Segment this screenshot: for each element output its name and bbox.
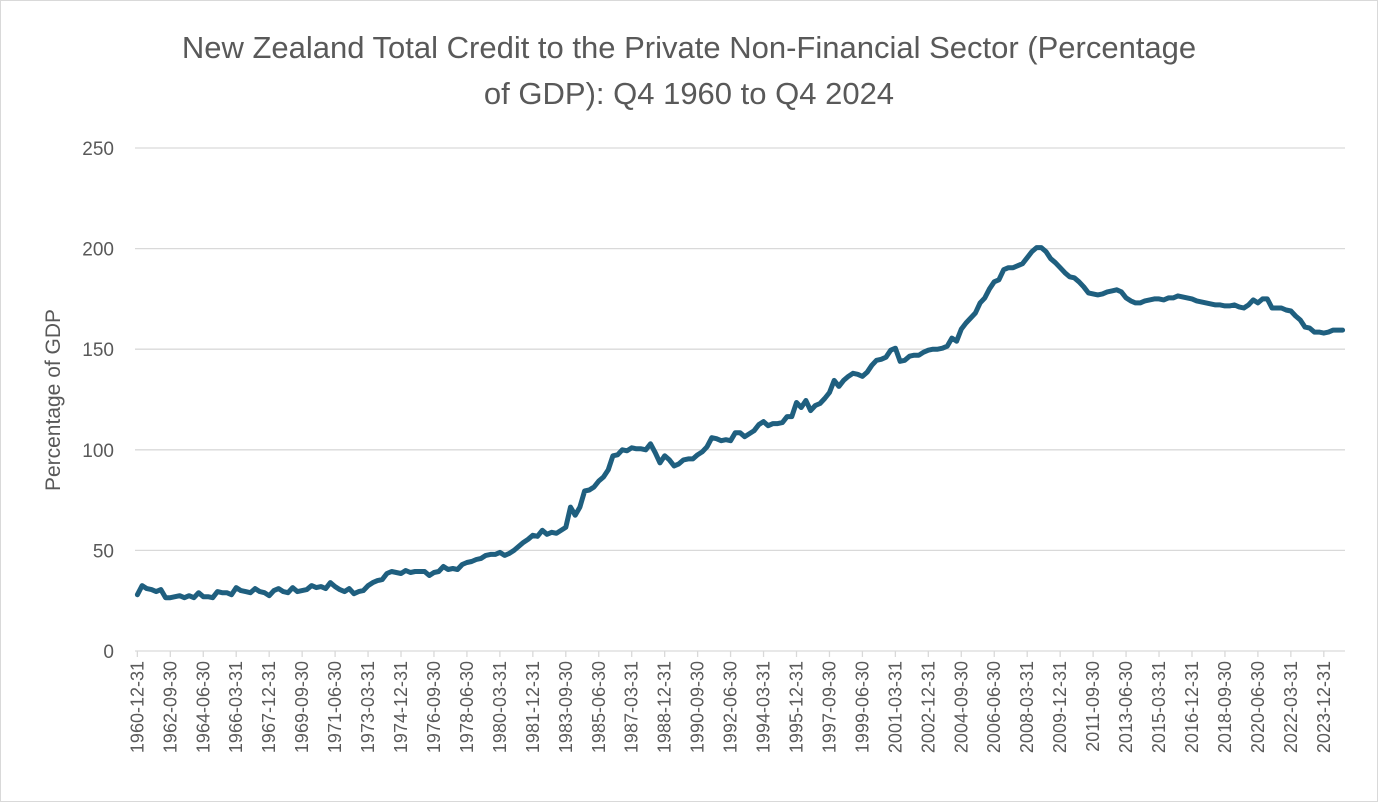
- y-tick-label-50: 50: [93, 541, 114, 562]
- x-tick-label-1976-09-30: 1976-09-30: [424, 661, 444, 753]
- x-tick-label-2008-03-31: 2008-03-31: [1017, 661, 1037, 753]
- y-tick-labels: 0 50 100 150 200 250: [82, 139, 114, 663]
- x-tick-label-1983-09-30: 1983-09-30: [556, 661, 576, 753]
- x-tick-label-1974-12-31: 1974-12-31: [391, 661, 411, 753]
- x-tick-label-1987-03-31: 1987-03-31: [622, 661, 642, 753]
- y-tick-label-250: 250: [82, 139, 114, 160]
- x-tick-label-2002-12-31: 2002-12-31: [918, 661, 938, 753]
- x-tick-label-1988-12-31: 1988-12-31: [655, 661, 675, 753]
- x-tick-label-2006-06-30: 2006-06-30: [984, 661, 1004, 753]
- x-tick-label-1980-03-31: 1980-03-31: [490, 661, 510, 753]
- series-line-0: [134, 245, 1346, 601]
- x-tick-label-1981-12-31: 1981-12-31: [523, 661, 543, 753]
- x-tick-label-2004-09-30: 2004-09-30: [951, 661, 971, 753]
- chart-title-line-2: of GDP): Q4 1960 to Q4 2024: [484, 76, 894, 111]
- y-tick-label-200: 200: [82, 240, 114, 261]
- x-tick-label-2011-09-30: 2011-09-30: [1083, 661, 1103, 752]
- x-tick-label-1999-06-30: 1999-06-30: [852, 661, 872, 753]
- x-tick-label-1990-09-30: 1990-09-30: [688, 661, 708, 753]
- x-tick-label-1969-09-30: 1969-09-30: [292, 661, 312, 753]
- x-tick-label-1962-09-30: 1962-09-30: [160, 661, 180, 753]
- x-tick-label-2023-12-31: 2023-12-31: [1314, 661, 1334, 753]
- x-tick-label-1992-06-30: 1992-06-30: [721, 661, 741, 753]
- x-tick-label-2015-03-31: 2015-03-31: [1149, 661, 1169, 753]
- x-tick-label-2001-03-31: 2001-03-31: [885, 661, 905, 753]
- x-tick-label-1966-03-31: 1966-03-31: [226, 661, 246, 753]
- x-tick-label-2009-12-31: 2009-12-31: [1050, 661, 1070, 753]
- x-tick-label-1973-03-31: 1973-03-31: [358, 661, 378, 753]
- x-tick-label-1971-06-30: 1971-06-30: [325, 661, 345, 753]
- x-tick-label-2016-12-31: 2016-12-31: [1182, 661, 1202, 753]
- x-tick-label-1997-09-30: 1997-09-30: [820, 661, 840, 753]
- x-tick-label-1978-06-30: 1978-06-30: [457, 661, 477, 753]
- x-tick-labels: 1960-12-31 1962-09-30 1964-06-30 1966-03-31…: [127, 651, 1334, 753]
- x-tick-label-2022-03-31: 2022-03-31: [1281, 661, 1301, 753]
- x-tick-label-1994-03-31: 1994-03-31: [754, 661, 774, 753]
- x-tick-label-2013-06-30: 2013-06-30: [1116, 661, 1136, 753]
- y-axis-title: Percentage of GDP: [42, 309, 65, 491]
- y-tick-label-100: 100: [82, 441, 114, 462]
- x-tick-label-1995-12-31: 1995-12-31: [787, 661, 807, 753]
- x-tick-label-2018-09-30: 2018-09-30: [1215, 661, 1235, 753]
- y-tick-label-150: 150: [82, 340, 114, 361]
- x-tick-label-1960-12-31: 1960-12-31: [127, 661, 147, 753]
- x-tick-label-1967-12-31: 1967-12-31: [259, 661, 279, 753]
- x-tick-label-1985-06-30: 1985-06-30: [589, 661, 609, 753]
- x-tick-label-2020-06-30: 2020-06-30: [1248, 661, 1268, 753]
- y-tick-label-0: 0: [103, 642, 114, 663]
- series-group: [134, 245, 1346, 601]
- x-tick-label-1964-06-30: 1964-06-30: [193, 661, 213, 753]
- chart-title-line-1: New Zealand Total Credit to the Private …: [182, 30, 1196, 65]
- y-gridlines: [135, 147, 1345, 652]
